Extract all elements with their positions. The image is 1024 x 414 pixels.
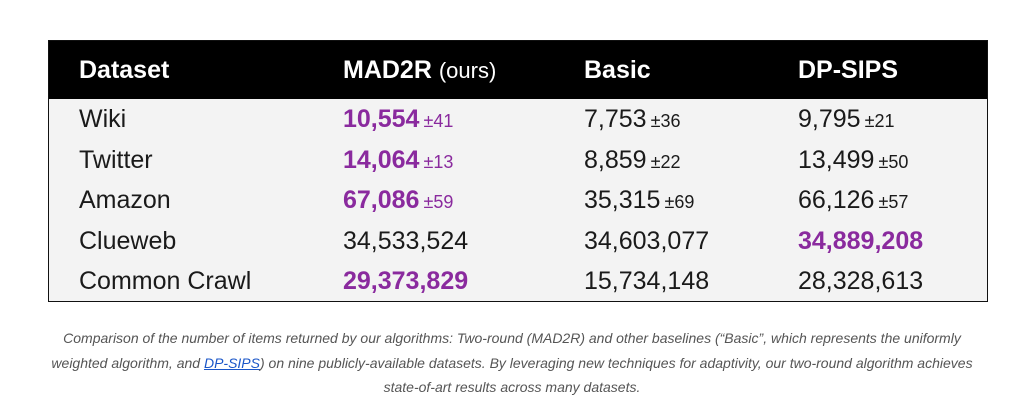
cell-value: 28,328,613 xyxy=(798,267,924,296)
cell-stddev: ±13 xyxy=(423,151,454,172)
results-table: Dataset MAD2R (ours) Basic DP-SIPS Wiki … xyxy=(48,40,988,302)
cell-stddev: ±36 xyxy=(650,111,681,131)
header-mad2r-ours: (ours) xyxy=(438,58,497,83)
table-row: Clueweb 34,533,524 34,603,077 34,889,208 xyxy=(49,221,987,262)
dataset-name: Common Crawl xyxy=(79,267,252,296)
cell-stddev: ±50 xyxy=(878,151,909,172)
cell-value: 10,554 xyxy=(343,105,420,133)
cell-value: 35,315 xyxy=(584,186,661,215)
mad2r-cell: 34,533,524 xyxy=(343,221,468,262)
dataset-name: Wiki xyxy=(79,105,127,133)
basic-cell: 35,315 ±69 xyxy=(584,180,694,221)
cell-value: 66,126 xyxy=(798,186,875,215)
cell-stddev: ±41 xyxy=(423,111,454,131)
header-dpsips: DP-SIPS xyxy=(798,56,899,84)
table-caption: Comparison of the number of items return… xyxy=(36,326,988,400)
cell-value: 8,859 xyxy=(584,145,647,174)
cell-value: 13,499 xyxy=(798,145,875,174)
caption-text-part2: ) on nine publicly-available datasets. B… xyxy=(259,354,973,396)
mad2r-cell: 10,554 ±41 xyxy=(343,99,453,140)
dp-sips-link[interactable]: DP-SIPS xyxy=(203,354,260,371)
table-header: Dataset MAD2R (ours) Basic DP-SIPS xyxy=(49,41,987,99)
cell-value: 29,373,829 xyxy=(343,267,469,296)
cell-value: 14,064 xyxy=(343,145,420,174)
mad2r-cell: 29,373,829 xyxy=(343,261,468,302)
table-row: Twitter 14,064 ±13 8,859 ±22 13,499 ±50 xyxy=(49,140,987,181)
table-row: Common Crawl 29,373,829 15,734,148 28,32… xyxy=(49,261,987,302)
dpsips-cell: 34,889,208 xyxy=(798,221,923,262)
cell-value: 9,795 xyxy=(798,105,861,133)
cell-stddev: ±57 xyxy=(878,192,909,213)
caption-text-part1: Comparison of the number of items return… xyxy=(51,330,961,371)
dpsips-cell: 13,499 ±50 xyxy=(798,140,908,181)
dataset-name: Amazon xyxy=(79,186,171,215)
basic-cell: 15,734,148 xyxy=(584,261,709,302)
table-row: Amazon 67,086 ±59 35,315 ±69 66,126 ±57 xyxy=(49,180,987,221)
dpsips-cell: 9,795 ±21 xyxy=(798,99,894,140)
dataset-name: Twitter xyxy=(79,145,153,174)
cell-value: 34,603,077 xyxy=(584,226,710,255)
dataset-name: Clueweb xyxy=(79,226,177,255)
header-mad2r-label: MAD2R xyxy=(343,56,432,84)
table-body: Wiki 10,554 ±41 7,753 ±36 9,795 ±21 Twitter… xyxy=(49,99,987,302)
header-mad2r: MAD2R (ours) xyxy=(343,41,496,99)
mad2r-cell: 14,064 ±13 xyxy=(343,140,453,181)
header-basic: Basic xyxy=(584,56,651,84)
dpsips-cell: 66,126 ±57 xyxy=(798,180,908,221)
header-dataset: Dataset xyxy=(79,56,170,84)
cell-stddev: ±59 xyxy=(423,192,454,213)
cell-value: 34,889,208 xyxy=(798,226,924,255)
table-row: Wiki 10,554 ±41 7,753 ±36 9,795 ±21 xyxy=(49,99,987,140)
basic-cell: 8,859 ±22 xyxy=(584,140,680,181)
mad2r-cell: 67,086 ±59 xyxy=(343,180,453,221)
cell-value: 34,533,524 xyxy=(343,226,469,255)
cell-stddev: ±22 xyxy=(650,151,681,172)
cell-stddev: ±21 xyxy=(864,111,895,131)
cell-value: 15,734,148 xyxy=(584,267,710,296)
basic-cell: 7,753 ±36 xyxy=(584,99,680,140)
basic-cell: 34,603,077 xyxy=(584,221,709,262)
cell-stddev: ±69 xyxy=(664,192,695,213)
cell-value: 7,753 xyxy=(584,105,647,133)
cell-value: 67,086 xyxy=(343,186,420,215)
dpsips-cell: 28,328,613 xyxy=(798,261,923,302)
